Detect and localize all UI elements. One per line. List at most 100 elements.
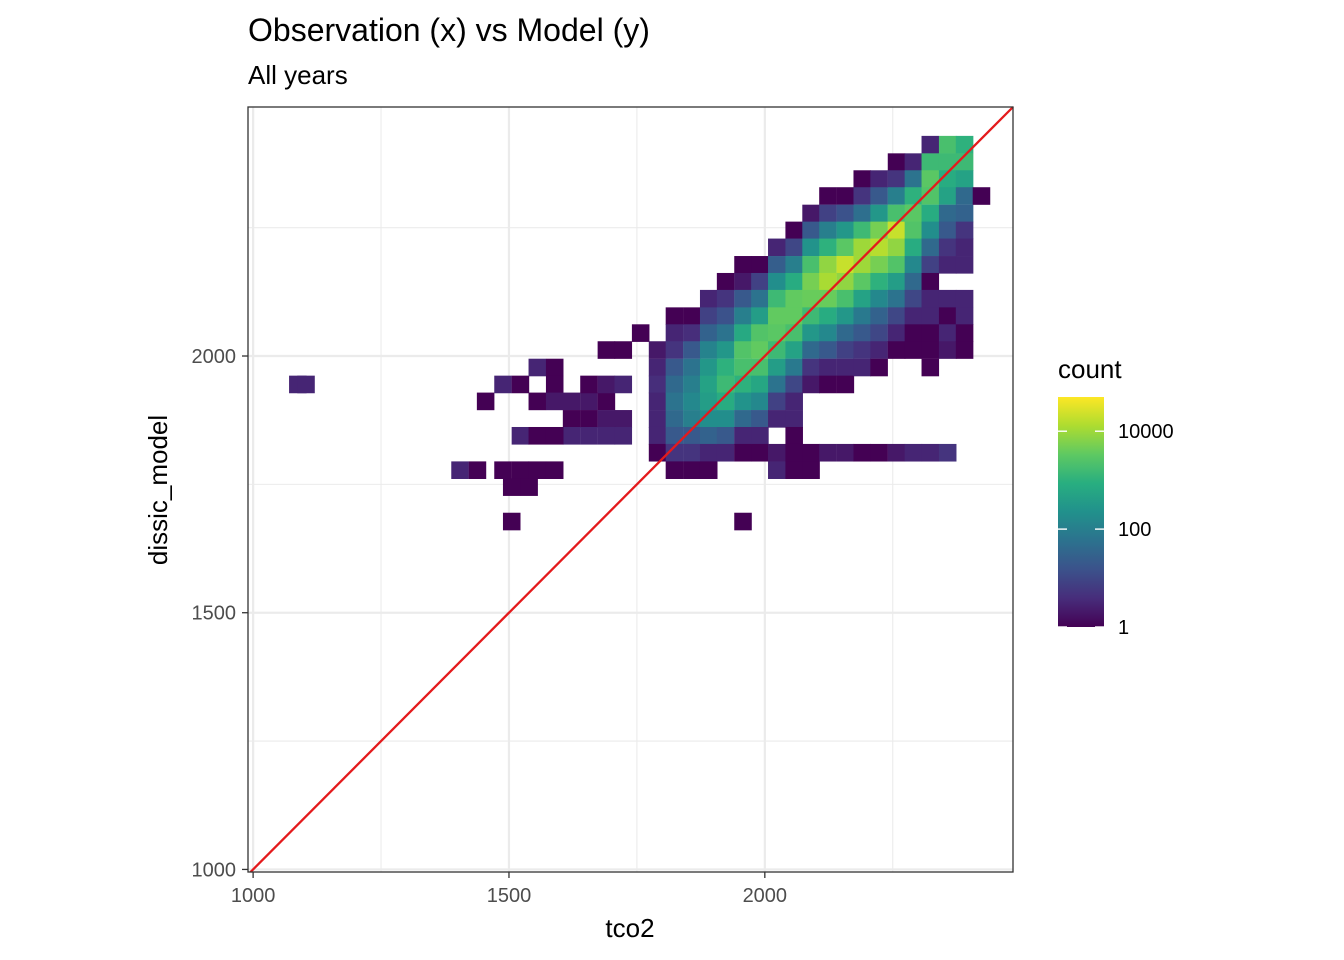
heatmap-bin bbox=[870, 170, 888, 188]
heatmap-bin bbox=[528, 426, 547, 445]
heatmap-bin bbox=[921, 135, 940, 154]
heatmap-bin bbox=[785, 324, 803, 342]
heatmap-bin bbox=[938, 153, 957, 171]
heatmap-bin bbox=[921, 358, 940, 377]
heatmap-bin bbox=[768, 461, 786, 479]
heatmap-bin bbox=[580, 426, 598, 445]
heatmap-bin bbox=[819, 256, 837, 274]
heatmap-bin bbox=[734, 358, 752, 377]
heatmap-bin bbox=[716, 410, 735, 428]
heatmap-bin bbox=[683, 324, 701, 342]
legend-tick-label: 100 bbox=[1118, 519, 1151, 541]
heatmap-bin bbox=[870, 272, 888, 291]
heatmap-bin bbox=[665, 443, 684, 462]
heatmap-bin bbox=[734, 272, 752, 291]
heatmap-bin bbox=[853, 341, 872, 359]
heatmap-bin bbox=[716, 341, 735, 359]
heatmap-bin bbox=[699, 426, 718, 445]
heatmap-bin bbox=[545, 375, 564, 394]
heatmap-bin bbox=[785, 410, 803, 428]
heatmap-bin bbox=[870, 256, 888, 274]
heatmap-bin bbox=[938, 324, 957, 342]
heatmap-bin bbox=[511, 426, 530, 445]
legend-tick-label: 1 bbox=[1118, 617, 1129, 639]
heatmap-bin bbox=[921, 272, 940, 291]
heatmap-bin bbox=[853, 307, 872, 325]
heatmap-bin bbox=[665, 461, 684, 479]
heatmap-bin bbox=[887, 307, 906, 325]
heatmap-bin bbox=[921, 307, 940, 325]
y-tick-label: 2000 bbox=[192, 346, 237, 368]
legend-ticks: 1 100 10000 bbox=[1058, 421, 1174, 639]
heatmap-bin bbox=[802, 443, 820, 462]
heatmap-bin bbox=[887, 153, 906, 171]
heatmap-bin bbox=[716, 392, 735, 411]
heatmap-bin bbox=[665, 375, 684, 394]
heatmap-bin bbox=[802, 289, 820, 308]
heatmap-bin bbox=[665, 392, 684, 411]
heatmap-bin bbox=[904, 221, 923, 240]
heatmap-bin bbox=[597, 426, 616, 445]
heatmap-bin bbox=[836, 238, 855, 257]
panel-border bbox=[247, 106, 1014, 873]
heatmap-bin bbox=[597, 375, 616, 394]
chart-subtitle: All years bbox=[248, 60, 348, 90]
heatmap-bin bbox=[904, 341, 923, 359]
heatmap-bin bbox=[904, 256, 923, 274]
heatmap-bin bbox=[751, 307, 769, 325]
heatmap-bin bbox=[904, 324, 923, 342]
heatmap-bin bbox=[768, 341, 786, 359]
heatmap-bin bbox=[785, 289, 803, 308]
heatmap-bin bbox=[716, 375, 735, 394]
heatmap-bin bbox=[528, 358, 547, 377]
heatmap-bin bbox=[699, 307, 718, 325]
plot-panel bbox=[247, 106, 1014, 873]
heatmap-bin bbox=[785, 221, 803, 240]
heatmap-bin bbox=[716, 272, 735, 291]
heatmap-bin bbox=[802, 341, 820, 359]
heatmap-bin bbox=[870, 358, 888, 377]
heatmap-bin bbox=[768, 443, 786, 462]
heatmap-bin bbox=[751, 324, 769, 342]
heatmap-bin bbox=[683, 392, 701, 411]
heatmap-bin bbox=[597, 392, 616, 411]
heatmap-bin bbox=[768, 256, 786, 274]
heatmap-bin bbox=[955, 187, 974, 205]
heatmap-bin bbox=[768, 392, 786, 411]
heatmap-bin bbox=[955, 170, 974, 188]
heatmap-bin bbox=[768, 410, 786, 428]
heatmap-bin bbox=[938, 289, 957, 308]
heatmap-bin bbox=[819, 238, 837, 257]
heatmap-bin bbox=[938, 204, 957, 223]
heatmap-bin bbox=[683, 375, 701, 394]
heatmap-bin bbox=[648, 358, 667, 377]
heatmap-bin bbox=[887, 170, 906, 188]
heatmap-bin bbox=[297, 375, 315, 394]
heatmap-bin bbox=[785, 443, 803, 462]
heatmap-bin bbox=[921, 187, 940, 205]
heatmap-bin bbox=[836, 204, 855, 223]
heatmap-bin bbox=[853, 256, 872, 274]
heatmap-bin bbox=[699, 324, 718, 342]
heatmap-bin bbox=[665, 358, 684, 377]
heatmap-bin bbox=[887, 324, 906, 342]
heatmap-bin bbox=[699, 461, 718, 479]
heatmap-bin bbox=[648, 443, 667, 462]
heatmap-bin bbox=[502, 512, 521, 531]
heatmap-bin bbox=[819, 221, 837, 240]
heatmap-bin bbox=[802, 461, 820, 479]
heatmap-bin bbox=[853, 204, 872, 223]
chart-title: Observation (x) vs Model (y) bbox=[248, 12, 650, 48]
heatmap-bin bbox=[597, 341, 616, 359]
heatmap-bin bbox=[938, 187, 957, 205]
heatmap-bin bbox=[887, 238, 906, 257]
heatmap-bin bbox=[802, 375, 820, 394]
heatmap-bin bbox=[768, 307, 786, 325]
heatmap-bin bbox=[870, 307, 888, 325]
heatmap-bin bbox=[716, 426, 735, 445]
heatmap-bin bbox=[683, 410, 701, 428]
heatmap-bin bbox=[785, 358, 803, 377]
heatmap-bin bbox=[785, 307, 803, 325]
heatmap-bin bbox=[887, 256, 906, 274]
heatmap-bin bbox=[836, 324, 855, 342]
